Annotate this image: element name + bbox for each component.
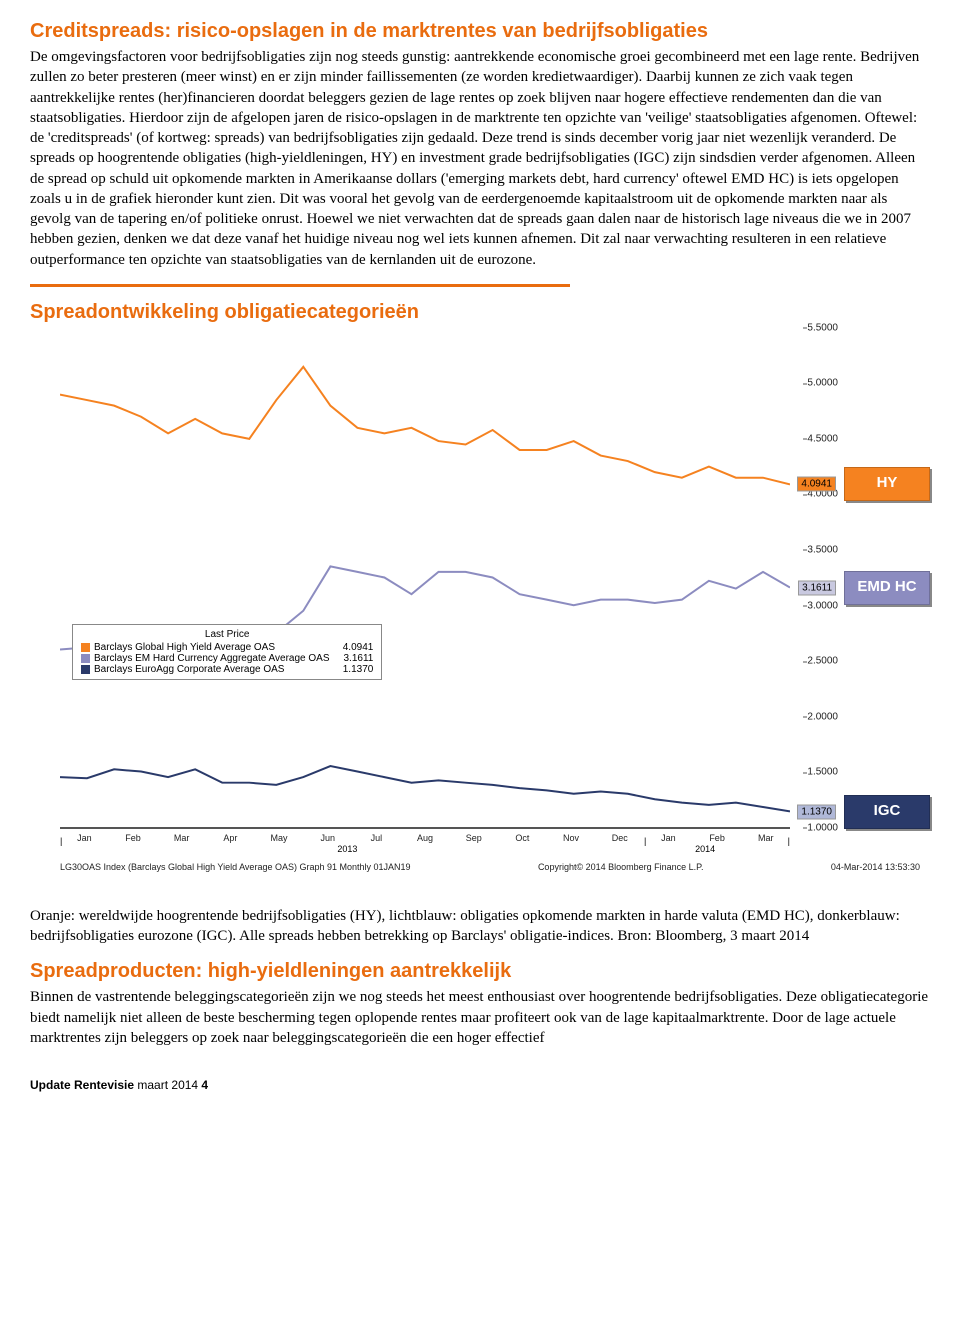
spread-chart: 5.50005.00004.50004.00003.50003.00002.50…	[30, 328, 930, 888]
page-footer: Update Rentevisie maart 2014 4	[30, 1078, 930, 1092]
end-label-igc: 1.1370	[797, 805, 836, 820]
badge-emd: EMD HC	[844, 571, 930, 605]
chart-title: Spreadontwikkeling obligatiecategorieën	[30, 301, 930, 324]
section-heading-creditspreads: Creditspreads: risico-opslagen in de mar…	[30, 20, 930, 43]
chart-y-axis: 5.50005.00004.50004.00003.50003.00002.50…	[788, 328, 838, 828]
section-body-creditspreads: De omgevingsfactoren voor bedrijfsobliga…	[30, 47, 930, 270]
section-heading-spreadproducten: Spreadproducten: high-yieldleningen aant…	[30, 960, 930, 983]
badge-hy: HY	[844, 467, 930, 501]
badge-igc: IGC	[844, 795, 930, 829]
chart-plot-area	[60, 328, 790, 828]
chart-legend: Last Price Barclays Global High Yield Av…	[72, 624, 382, 680]
section-body-spreadproducten: Binnen de vastrentende beleggingscategor…	[30, 987, 930, 1048]
chart-x-axis: JanFebMarAprMayJunJulAugSepOctNovDecJanF…	[60, 828, 790, 852]
divider	[30, 284, 570, 287]
chart-footer: LG30OAS Index (Barclays Global High Yiel…	[60, 862, 920, 872]
end-label-hy: 4.0941	[797, 477, 836, 492]
chart-caption: Oranje: wereldwijde hoogrentende bedrijf…	[30, 906, 930, 947]
end-label-emd: 3.1611	[798, 580, 836, 595]
